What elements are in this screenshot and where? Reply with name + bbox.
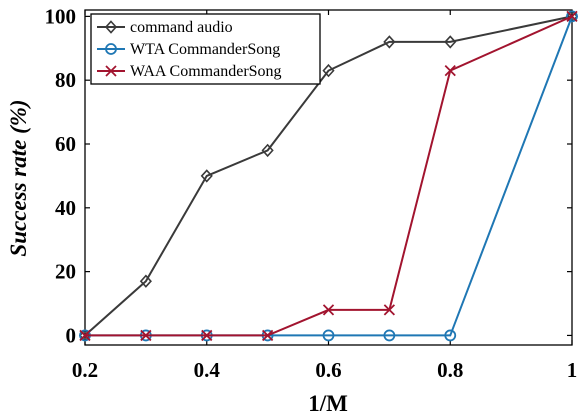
legend-label: WAA CommanderSong xyxy=(130,63,282,80)
data-point xyxy=(566,10,578,23)
x-tick-label: 0.4 xyxy=(194,358,221,382)
series-layer xyxy=(78,9,579,343)
data-point xyxy=(322,63,335,78)
axis-ticks: 0.2 0.4 0.6 0.8 1 0 20 40 60 80 100 xyxy=(45,4,578,382)
series-line xyxy=(84,15,573,337)
x-tick-label: 0.6 xyxy=(315,358,341,382)
x-tick-label: 1 xyxy=(567,358,578,382)
y-tick-label: 100 xyxy=(45,4,77,28)
data-point xyxy=(322,329,335,342)
legend-marker xyxy=(105,43,117,55)
data-point xyxy=(444,329,457,342)
data-point xyxy=(261,143,274,158)
y-tick-label: 0 xyxy=(66,323,77,347)
y-tick-label: 40 xyxy=(55,196,76,220)
data-point xyxy=(139,274,152,288)
series-3 xyxy=(79,10,578,342)
data-point xyxy=(201,329,213,342)
x-tick-label: 0.8 xyxy=(437,358,463,382)
data-point xyxy=(79,329,91,342)
legend-entry: WAA CommanderSong xyxy=(97,63,282,80)
legend: command audio WTA CommanderSong WAA Comman… xyxy=(90,13,321,85)
data-point xyxy=(566,10,578,23)
legend-entry: WTA CommanderSong xyxy=(97,41,280,58)
data-point xyxy=(444,64,456,77)
y-tick-label: 60 xyxy=(55,132,76,156)
series-line xyxy=(85,15,573,337)
data-point xyxy=(383,35,396,49)
data-point xyxy=(200,169,213,183)
y-tick-label: 20 xyxy=(55,260,76,284)
data-point xyxy=(140,329,152,342)
x-axis-label: 1/M xyxy=(308,391,348,416)
legend-label: command audio xyxy=(130,19,233,36)
series-1 xyxy=(78,9,579,343)
data-point xyxy=(322,304,335,316)
legend-box xyxy=(90,13,321,85)
legend-marker xyxy=(105,65,117,77)
data-point xyxy=(444,35,457,49)
data-point xyxy=(383,329,396,342)
legend-entry: command audio xyxy=(97,19,233,36)
y-tick-label: 80 xyxy=(55,68,76,92)
legend-label: WTA CommanderSong xyxy=(130,41,280,58)
y-axis-label: Success rate (%) xyxy=(6,99,31,256)
legend-marker xyxy=(104,20,118,34)
data-point xyxy=(261,329,274,342)
x-tick-label: 0.2 xyxy=(72,358,98,382)
data-point xyxy=(383,304,396,316)
